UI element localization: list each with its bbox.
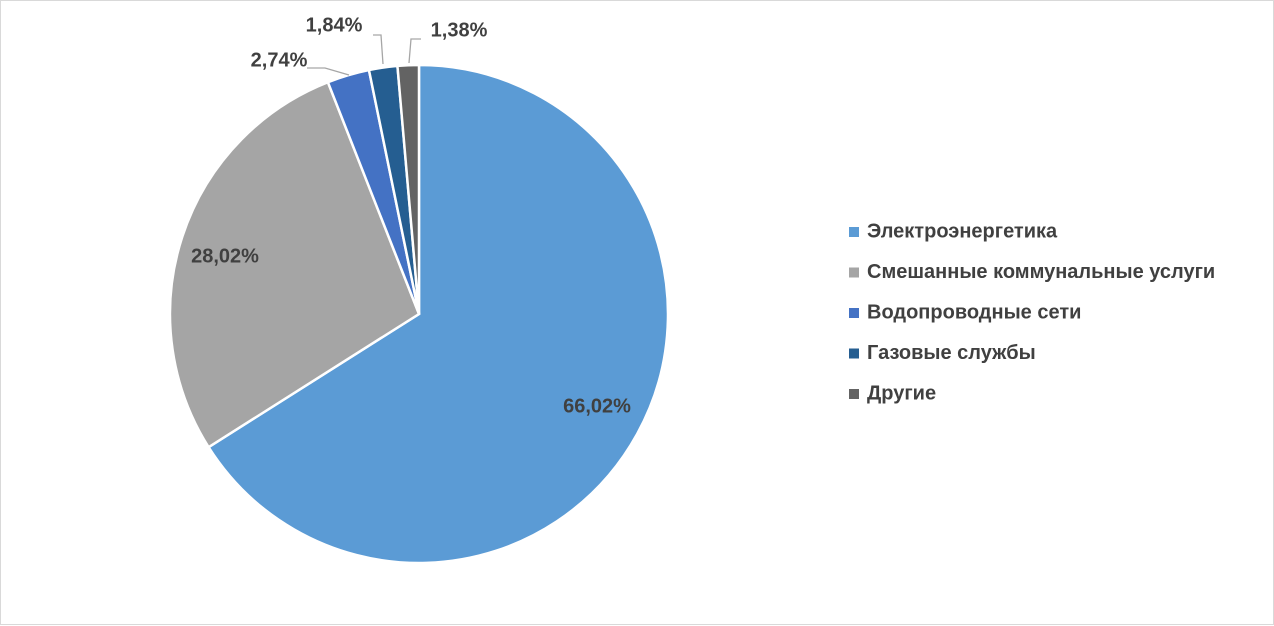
legend-label: Водопроводные сети xyxy=(867,301,1081,323)
legend: Электроэнергетика Смешанные коммунальные … xyxy=(849,220,1215,404)
leader-line xyxy=(408,38,421,64)
legend-item: Другие xyxy=(849,382,936,404)
data-labels-layer: 66,02% 28,02% 2,74% 1,84% 1,38% xyxy=(191,14,631,417)
pie-slice xyxy=(206,63,670,565)
leader-lines-layer xyxy=(307,34,421,76)
pie-slice xyxy=(168,80,421,449)
legend-item: Водопроводные сети xyxy=(849,301,1081,323)
leader-line xyxy=(373,34,384,65)
slices-layer xyxy=(168,63,670,565)
legend-item: Электроэнергетика xyxy=(849,220,1058,242)
data-label: 66,02% xyxy=(563,395,631,417)
legend-swatch xyxy=(849,267,859,278)
legend-swatch xyxy=(849,308,859,318)
data-label: 2,74% xyxy=(251,49,308,71)
legend-swatch xyxy=(849,227,859,237)
legend-swatch xyxy=(849,389,859,399)
legend-item: Газовые службы xyxy=(849,342,1036,364)
data-label: 28,02% xyxy=(191,245,259,267)
legend-label: Электроэнергетика xyxy=(867,220,1058,242)
legend-label: Газовые службы xyxy=(867,342,1036,364)
data-label: 1,84% xyxy=(306,14,363,36)
legend-label: Другие xyxy=(867,382,936,404)
legend-swatch xyxy=(849,348,859,359)
legend-label: Смешанные коммунальные услуги xyxy=(867,261,1215,283)
data-label: 1,38% xyxy=(431,19,488,41)
legend-item: Смешанные коммунальные услуги xyxy=(849,261,1215,283)
leader-line xyxy=(307,67,350,76)
pie-slice xyxy=(396,63,421,315)
